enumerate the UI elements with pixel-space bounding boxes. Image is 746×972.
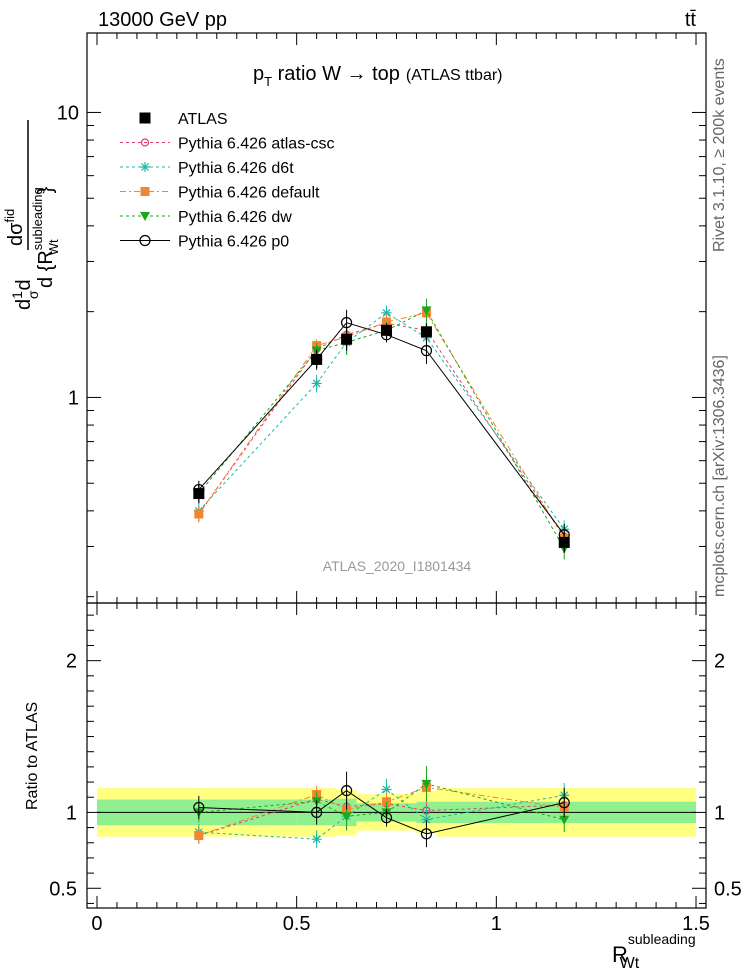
data-point-marker xyxy=(420,326,432,338)
series-4-ratio-point-marker xyxy=(193,801,205,814)
legend-entry-0-label: ATLAS xyxy=(178,111,228,128)
ylabel-dsigma: dσ xyxy=(5,222,27,246)
ylabel-d2: d xyxy=(13,279,35,290)
ratio-uncertainty-bands xyxy=(96,788,697,837)
series-3-ratio-point-marker xyxy=(421,779,432,789)
title-main: ratio W → top xyxy=(272,63,400,85)
ylabel-den-sub: Wt xyxy=(46,239,61,255)
series-3-ratio-line xyxy=(198,783,565,821)
series-4-ratio-point-marker xyxy=(311,806,323,819)
series-1-ratio-point-marker xyxy=(381,784,392,795)
ylabel-den-close: } xyxy=(35,186,57,193)
series-0-line xyxy=(198,322,565,537)
legend-entry-4-label: Pythia 6.426 dw xyxy=(178,209,292,226)
series-2-line xyxy=(198,312,565,539)
series-2-point-marker xyxy=(194,509,204,519)
series-1-ratio-point-marker xyxy=(421,814,432,825)
xlabel-sub: Wt xyxy=(620,955,640,972)
main-y-tick-label: 1 xyxy=(68,387,79,409)
x-axis-label: Rsubleading Wt xyxy=(612,931,696,972)
ylabel-den-sup: subleading xyxy=(30,187,45,250)
series-3-point-marker xyxy=(421,306,432,316)
series-4-ratio-line xyxy=(198,789,565,835)
data-point-marker xyxy=(558,536,570,548)
legend-entry-2-marker xyxy=(140,162,150,172)
series-1-point-marker xyxy=(381,307,392,318)
series-4-ratio-point-marker xyxy=(380,812,393,824)
ratio-panel-data xyxy=(193,765,570,849)
ratio-y-axis-label: Ratio to ATLAS xyxy=(24,702,41,810)
series-4-line xyxy=(198,322,565,535)
series-4-ratio-point-marker xyxy=(558,797,570,809)
legend-entry-2-label: Pythia 6.426 d6t xyxy=(178,160,294,177)
data-point-marker xyxy=(311,353,323,365)
x-tick-label: 1 xyxy=(491,913,502,935)
series-3-ratio-point-marker xyxy=(559,815,570,825)
series-4-ratio-point-marker xyxy=(420,828,433,840)
series-2-ratio-point-marker xyxy=(194,830,204,840)
series-3-line xyxy=(198,309,565,549)
legend: ATLAS Pythia 6.426 atlas-csc Pythia 6.426 … xyxy=(120,111,335,251)
x-tick-label: 0.5 xyxy=(283,913,311,935)
ratio-y-tick-label: 1 xyxy=(66,802,77,824)
data-point-marker xyxy=(341,333,353,345)
series-3-ratio-point-marker xyxy=(341,812,352,822)
process-label: tt̄ xyxy=(685,9,697,31)
series-1-line xyxy=(198,312,565,530)
ratio-y-tick-label-right: 0.5 xyxy=(714,878,742,900)
legend-entry-1-marker xyxy=(140,138,150,147)
legend-entry-3-label: Pythia 6.426 default xyxy=(178,185,320,202)
data-point-marker xyxy=(193,488,205,500)
ratio-y-tick-label-right: 1 xyxy=(714,802,725,824)
main-y-tick-label: 10 xyxy=(57,102,79,124)
ratio-y-tick-label: 0.5 xyxy=(49,878,77,900)
series-4-ratio-point-marker xyxy=(340,784,353,797)
energy-label: 13000 GeV pp xyxy=(98,9,227,31)
legend-entry-4-marker xyxy=(140,212,150,221)
svg-text:dσfid: dσfid xyxy=(2,209,27,246)
x-tick-label: 0 xyxy=(91,913,102,935)
legend-entry-5-label: Pythia 6.426 p0 xyxy=(178,234,289,251)
legend-entry-1-label: Pythia 6.426 atlas-csc xyxy=(178,136,335,153)
legend-entry-0-marker xyxy=(139,112,151,124)
chart-title: pT ratio W → top (ATLAS ttbar) xyxy=(253,63,503,89)
xlabel-main: R xyxy=(612,942,628,967)
ylabel-one: 1 xyxy=(9,291,25,299)
axes: 0 0.5 1 1.5 1 10 0.5 0.5 1 1 2 2 xyxy=(49,32,742,935)
mcplots-source-label: mcplots.cern.ch [arXiv:1306.3436] xyxy=(711,355,728,597)
series-4-point-marker xyxy=(340,317,353,329)
series-1-point-marker xyxy=(311,378,322,389)
series-4-point-marker xyxy=(420,345,433,357)
xlabel-sup: subleading xyxy=(628,931,696,947)
series-1-ratio-line xyxy=(198,788,565,840)
title-p: p xyxy=(253,63,264,85)
ylabel-fid: fid xyxy=(2,209,17,223)
x-tick-label: 1.5 xyxy=(682,913,710,935)
rivet-version-label: Rivet 3.1.10, ≥ 200k events xyxy=(711,58,728,252)
series-0-ratio-line xyxy=(198,798,565,836)
analysis-watermark: ATLAS_2020_I1801434 xyxy=(323,558,472,574)
main-y-axis-label: d1σd dσfid d {RsubleadingWt} xyxy=(2,120,61,310)
title-p-sub: T xyxy=(264,74,272,89)
series-2-ratio-line xyxy=(198,786,565,836)
series-1-ratio-point-marker xyxy=(311,834,322,845)
ylabel-sigma: σ xyxy=(25,290,41,299)
ratio-y-tick-label: 2 xyxy=(66,651,77,673)
svg-text:d1σd: d1σd xyxy=(9,279,41,310)
ylabel-den: d {R xyxy=(35,250,57,288)
ylabel-d: d xyxy=(13,299,35,310)
title-suffix: (ATLAS ttbar) xyxy=(406,67,503,84)
data-point-marker xyxy=(381,324,393,336)
legend-entry-5-marker xyxy=(139,234,151,247)
ratio-panel-frame xyxy=(86,602,707,909)
svg-text:d {RsubleadingWt}: d {RsubleadingWt} xyxy=(30,186,61,288)
main-panel-data xyxy=(193,298,570,560)
ratio-y-tick-label-right: 2 xyxy=(714,651,725,673)
legend-entry-3-marker xyxy=(140,187,150,196)
